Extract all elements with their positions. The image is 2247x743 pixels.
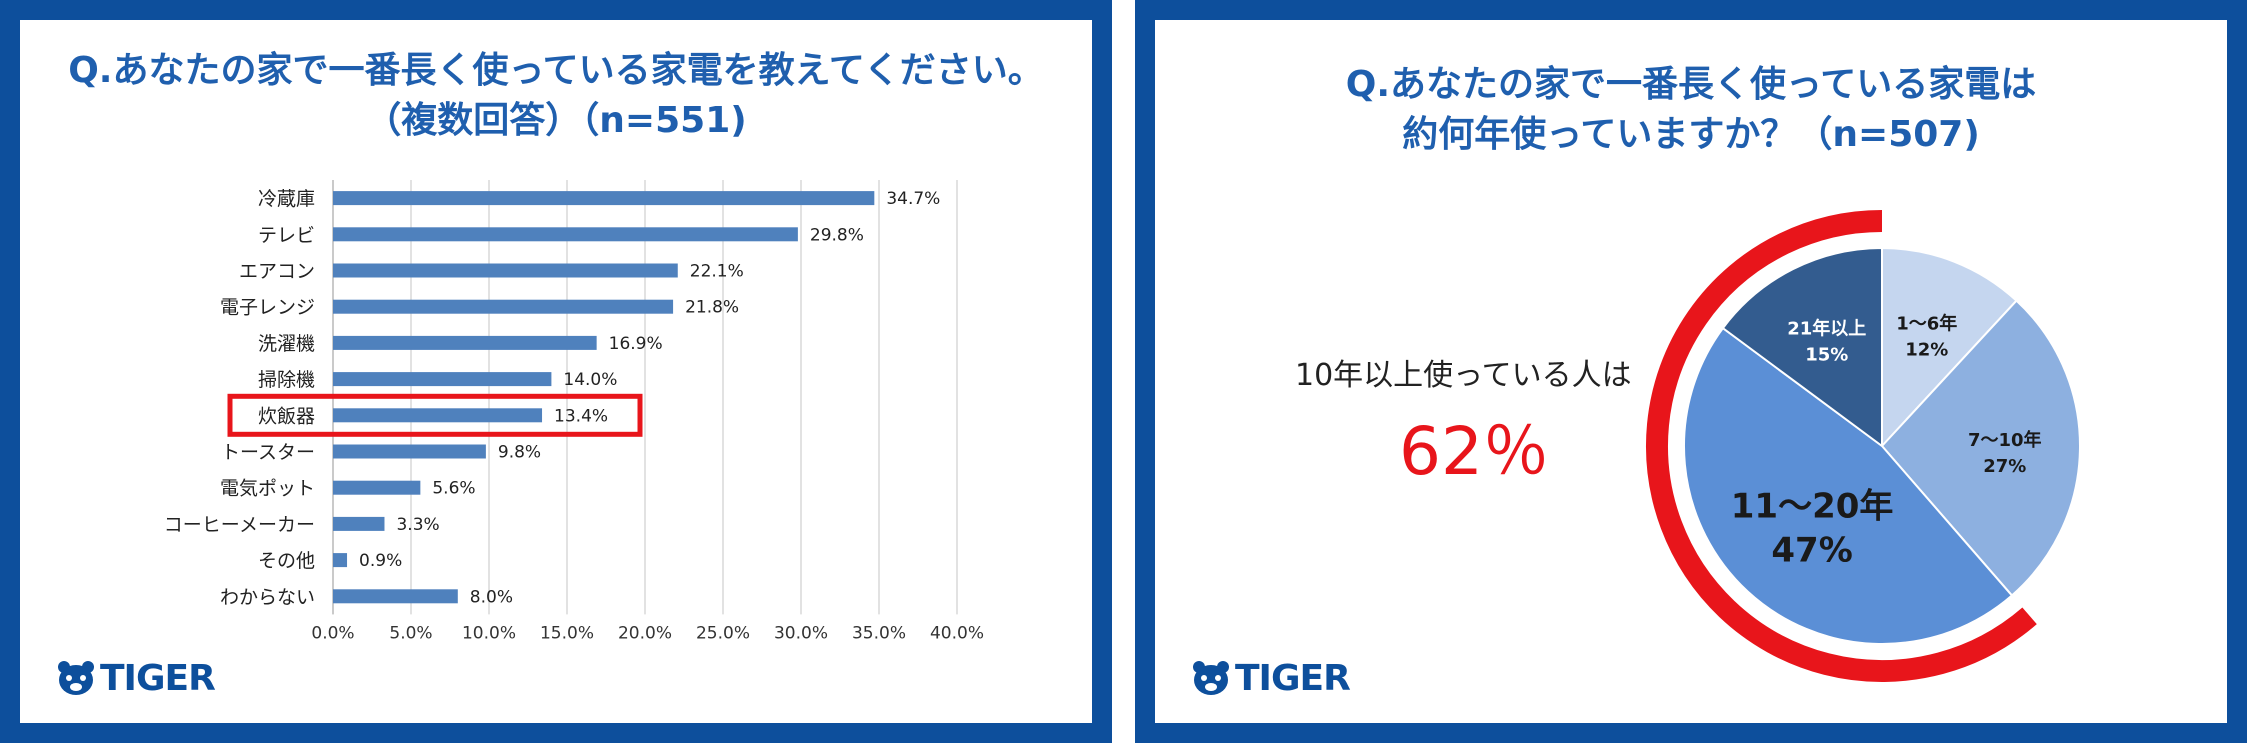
category-label: その他 xyxy=(258,550,315,572)
x-tick-label: 30.0% xyxy=(774,623,828,643)
slice-value-label: 27% xyxy=(1983,456,2026,477)
bar xyxy=(333,516,385,531)
logo-text-right: TIGER xyxy=(1235,657,1351,699)
value-label: 3.3% xyxy=(396,515,439,535)
bar xyxy=(333,335,597,350)
value-label: 22.1% xyxy=(690,262,744,282)
left-title-line2: （複数回答）（n=551) xyxy=(365,100,747,141)
value-label: 8.0% xyxy=(470,587,513,607)
tiger-logo: TIGER xyxy=(56,655,216,701)
category-label: トースター xyxy=(221,442,315,464)
right-panel: Q.あなたの家で一番長く使っている家電は 約何年使っていますか？（n=507) … xyxy=(1135,0,2247,743)
category-label: わからない xyxy=(220,586,315,608)
callout-value: 62％ xyxy=(1399,413,1549,490)
highlight-arc xyxy=(1646,210,2037,682)
value-label: 14.0% xyxy=(563,370,617,390)
left-chart-title: Q.あなたの家で一番長く使っている家電を教えてください。 （複数回答）（n=55… xyxy=(20,46,1092,146)
bar xyxy=(333,444,486,459)
right-chart-title: Q.あなたの家で一番長く使っている家電は 約何年使っていますか？（n=507) xyxy=(1155,60,2227,160)
slice-value-label: 47% xyxy=(1771,531,1852,571)
value-label: 0.9% xyxy=(359,551,402,571)
bar xyxy=(333,553,348,568)
x-tick-label: 10.0% xyxy=(462,623,516,643)
slice-label: 1〜6年 xyxy=(1896,313,1957,335)
category-label: エアコン xyxy=(239,261,315,283)
bar xyxy=(333,480,421,495)
value-label: 21.8% xyxy=(685,298,739,318)
category-label: 炊飯器 xyxy=(258,405,315,427)
right-title-line1: Q.あなたの家で一番長く使っている家電は xyxy=(1345,64,2037,105)
bar xyxy=(333,227,798,242)
slice-value-label: 12% xyxy=(1905,340,1948,361)
x-tick-label: 40.0% xyxy=(930,623,984,643)
bar xyxy=(333,191,875,206)
bar xyxy=(333,408,543,423)
pie-slice xyxy=(1881,246,2018,449)
value-label: 9.8% xyxy=(498,443,541,463)
slice-label: 21年以上 xyxy=(1787,317,1866,339)
bar xyxy=(333,372,552,387)
value-label: 29.8% xyxy=(810,225,864,245)
category-label: 冷蔵庫 xyxy=(258,188,315,210)
highlight-box xyxy=(227,393,643,437)
left-title-line1: Q.あなたの家で一番長く使っている家電を教えてください。 xyxy=(68,50,1044,91)
right-title-line2: 約何年使っていますか？（n=507) xyxy=(1402,114,1980,155)
value-label: 16.9% xyxy=(609,334,663,354)
value-label: 13.4% xyxy=(554,406,608,426)
bar-chart: 0.0% 5.0% 10.0% 15.0% 20.0% 25.0% 30.0% 35.0% 40… xyxy=(164,180,984,643)
slice-label: 11〜20年 xyxy=(1731,487,1894,527)
slice-label: 7〜10年 xyxy=(1968,429,2042,451)
category-label: コーヒーメーカー xyxy=(164,514,315,536)
x-tick-label: 15.0% xyxy=(540,623,594,643)
bar xyxy=(333,263,678,278)
value-label: 34.7% xyxy=(886,189,940,209)
category-label: 電気ポット xyxy=(220,478,315,500)
value-label: 5.6% xyxy=(432,479,475,499)
callout-label: 10年以上使っている人は xyxy=(1295,358,1632,393)
category-label: 電子レンジ xyxy=(220,297,315,319)
right-panel-content: Q.あなたの家で一番長く使っている家電は 約何年使っていますか？（n=507) … xyxy=(1155,20,2227,723)
tiger-head-icon xyxy=(1193,661,1229,695)
left-panel: Q.あなたの家で一番長く使っている家電を教えてください。 （複数回答）（n=55… xyxy=(0,0,1112,743)
pie-slice xyxy=(1683,326,2014,645)
category-label: テレビ xyxy=(258,224,315,246)
x-tick-label: 35.0% xyxy=(852,623,906,643)
bar xyxy=(333,299,674,314)
x-tick-label: 20.0% xyxy=(618,623,672,643)
category-label: 洗濯機 xyxy=(258,333,315,355)
pie-slice xyxy=(1880,299,2081,597)
x-tick-label: 5.0% xyxy=(389,623,432,643)
x-tick-label: 25.0% xyxy=(696,623,750,643)
logo-text: TIGER xyxy=(100,657,216,699)
tiger-head-icon xyxy=(58,661,94,695)
bar xyxy=(333,589,458,604)
category-label: 掃除機 xyxy=(258,369,315,391)
left-panel-content: Q.あなたの家で一番長く使っている家電を教えてください。 （複数回答）（n=55… xyxy=(20,20,1092,723)
slice-value-label: 15% xyxy=(1805,344,1848,365)
x-tick-label: 0.0% xyxy=(311,623,354,643)
pie-slice xyxy=(1721,246,1883,448)
tiger-logo-right: TIGER xyxy=(1191,655,1351,701)
